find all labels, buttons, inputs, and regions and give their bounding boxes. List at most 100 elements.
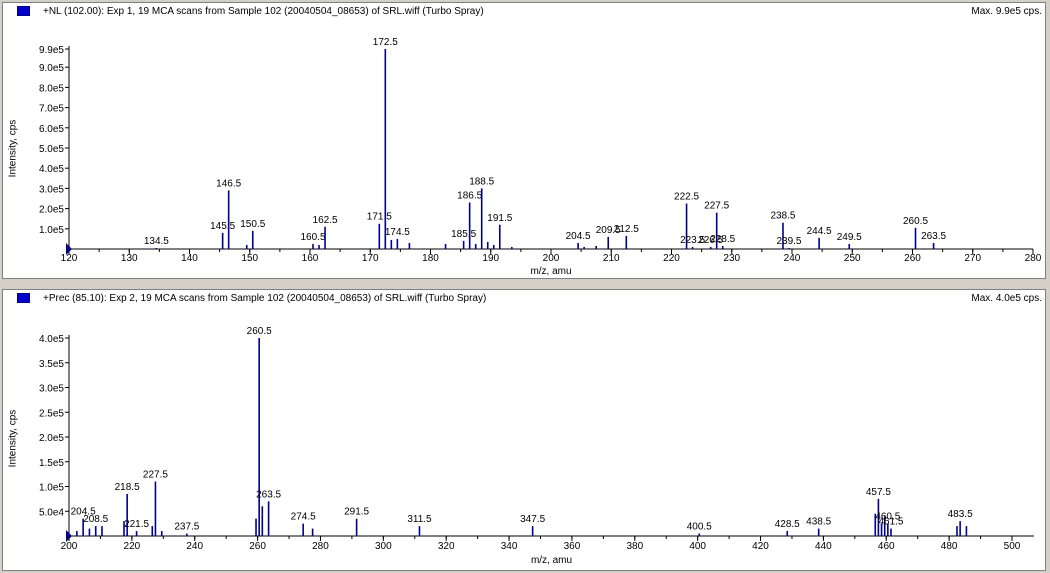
x-tick-label: 210 <box>603 253 620 264</box>
peak-label: 134.5 <box>144 236 169 247</box>
peak-label: 188.5 <box>469 176 494 187</box>
peak-label: 438.5 <box>806 517 831 528</box>
peak-label: 160.5 <box>300 232 325 243</box>
peak-label: 150.5 <box>240 219 265 230</box>
peak-label: 228.5 <box>710 234 735 245</box>
spectrum-panel-bottom: +Prec (85.10): Exp 2, 19 MCA scans from … <box>2 289 1046 571</box>
peak-label: 204.5 <box>566 231 591 242</box>
peak-label: 218.5 <box>115 482 140 493</box>
y-tick-label: 1.0e5 <box>39 483 64 494</box>
y-tick-label: 4.0e5 <box>39 334 64 345</box>
peak-label: 227.5 <box>704 201 729 212</box>
y-tick-label: 6.0e5 <box>39 124 64 135</box>
x-tick-label: 460 <box>878 541 895 552</box>
y-tick-label: 3.5e5 <box>39 359 64 370</box>
y-tick-label: 2.0e5 <box>39 433 64 444</box>
peak-label: 222.5 <box>674 192 699 203</box>
x-tick-label: 120 <box>61 253 78 264</box>
x-tick-label: 260 <box>904 253 921 264</box>
spectrum-marker-icon[interactable] <box>17 293 30 303</box>
peak-label: 263.5 <box>256 489 281 500</box>
y-tick-label: 5.0e5 <box>39 144 64 155</box>
x-tick-label: 240 <box>784 253 801 264</box>
peak-label: 209.5 <box>596 225 621 236</box>
x-tick-label: 480 <box>941 541 958 552</box>
y-tick-label: 4.0e5 <box>39 164 64 175</box>
y-tick-label: 9.0e5 <box>39 63 64 74</box>
spectrum-marker-icon[interactable] <box>17 6 30 16</box>
peak-label: 460.5 <box>875 512 900 523</box>
x-tick-label: 280 <box>312 541 329 552</box>
peak-label: 174.5 <box>385 227 410 238</box>
x-tick-label: 400 <box>689 541 706 552</box>
peak-label: 400.5 <box>687 522 712 533</box>
peak-label: 260.5 <box>247 326 272 337</box>
peak-label: 263.5 <box>921 231 946 242</box>
panel-title: +NL (102.00): Exp 1, 19 MCA scans from S… <box>43 6 484 17</box>
x-tick-label: 170 <box>362 253 379 264</box>
y-tick-label: 3.0e5 <box>39 184 64 195</box>
x-tick-label: 440 <box>815 541 832 552</box>
spectrum-chart-top[interactable]: 120 130 140 150 160 170 180 190 200 210 220 230 240 2… <box>3 3 1045 278</box>
y-tick-label: 2.0e5 <box>39 205 64 216</box>
x-tick-label: 500 <box>1004 541 1021 552</box>
x-tick-label: 190 <box>482 253 499 264</box>
peak-label: 162.5 <box>313 215 338 226</box>
peak-label: 237.5 <box>174 522 199 533</box>
peak-label: 223.5 <box>680 235 705 246</box>
peak-label: 221.5 <box>124 519 149 530</box>
x-tick-label: 200 <box>61 541 78 552</box>
y-tick-label: 8.0e5 <box>39 83 64 94</box>
x-tick-label: 150 <box>241 253 258 264</box>
peak-label: 145.5 <box>210 221 235 232</box>
peak-label: 185.5 <box>451 229 476 240</box>
x-tick-label: 220 <box>124 541 141 552</box>
peak-label: 171.5 <box>367 212 392 223</box>
x-tick-label: 250 <box>844 253 861 264</box>
x-tick-label: 240 <box>186 541 203 552</box>
peak-label: 212.5 <box>614 224 639 235</box>
peak-label: 172.5 <box>373 37 398 48</box>
x-axis-label: m/z, amu <box>531 555 572 566</box>
peak-label: 274.5 <box>291 512 316 523</box>
spectrum-chart-bottom[interactable]: 200 220 240 260 280 300 320 340 360 380 400 420 440 4… <box>3 290 1045 570</box>
x-tick-label: 300 <box>375 541 392 552</box>
x-tick-label: 340 <box>501 541 518 552</box>
x-tick-label: 180 <box>422 253 439 264</box>
peak-label: 191.5 <box>487 213 512 224</box>
peak-label: 244.5 <box>807 226 832 237</box>
max-intensity-label: Max. 4.0e5 cps. <box>971 293 1042 304</box>
peak-label: 483.5 <box>948 509 973 520</box>
panel-title: +Prec (85.10): Exp 2, 19 MCA scans from … <box>43 293 487 304</box>
peak-label: 186.5 <box>457 191 482 202</box>
x-tick-label: 280 <box>1025 253 1042 264</box>
x-tick-label: 160 <box>302 253 319 264</box>
peak-label: 226.5 <box>698 235 723 246</box>
peak-label: 457.5 <box>866 487 891 498</box>
y-tick-label: 9.9e5 <box>39 45 64 56</box>
y-tick-label: 5.0e4 <box>39 507 64 518</box>
y-tick-label: 1.5e5 <box>39 458 64 469</box>
x-tick-label: 220 <box>663 253 680 264</box>
peak-label: 204.5 <box>71 507 96 518</box>
x-tick-label: 230 <box>723 253 740 264</box>
peak-label: 249.5 <box>837 232 862 243</box>
max-intensity-label: Max. 9.9e5 cps. <box>971 6 1042 17</box>
panel-header: +NL (102.00): Exp 1, 19 MCA scans from S… <box>3 3 1045 21</box>
peak-label: 238.5 <box>770 211 795 222</box>
peak-label: 428.5 <box>775 519 800 530</box>
y-tick-label: 2.5e5 <box>39 408 64 419</box>
x-tick-label: 270 <box>964 253 981 264</box>
peak-label: 227.5 <box>143 470 168 481</box>
y-tick-label: 1.0e5 <box>39 225 64 236</box>
x-tick-label: 130 <box>121 253 138 264</box>
x-tick-label: 260 <box>249 541 266 552</box>
x-tick-label: 140 <box>181 253 198 264</box>
panel-header: +Prec (85.10): Exp 2, 19 MCA scans from … <box>3 290 1045 308</box>
y-tick-label: 7.0e5 <box>39 104 64 115</box>
peak-label: 208.5 <box>83 514 108 525</box>
x-tick-label: 380 <box>626 541 643 552</box>
y-tick-label: 3.0e5 <box>39 384 64 395</box>
x-tick-label: 200 <box>543 253 560 264</box>
spectrum-panel-top: +NL (102.00): Exp 1, 19 MCA scans from S… <box>2 2 1046 279</box>
